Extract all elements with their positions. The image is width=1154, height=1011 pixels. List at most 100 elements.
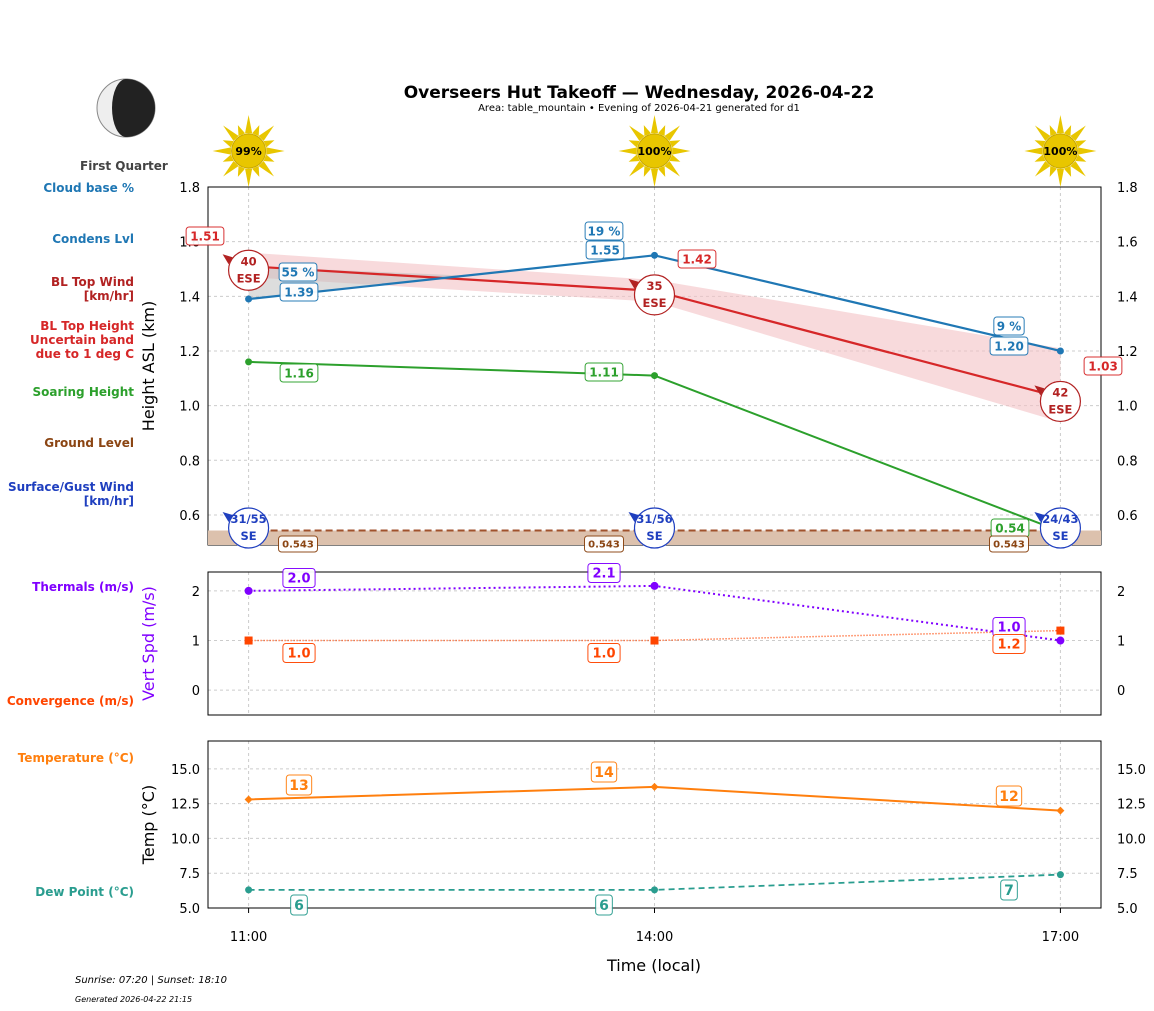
surface-wind-speed: 24/43 — [1042, 512, 1078, 526]
sun-ray — [237, 165, 246, 177]
bl-wind-arrow-icon — [1034, 385, 1045, 396]
surface-wind-arrow-icon — [1034, 512, 1045, 522]
cloud-pct-label-box — [993, 316, 1025, 336]
surface-wind-arrow-icon — [222, 512, 233, 522]
sun-ray — [1063, 125, 1072, 137]
sun-disc — [1042, 133, 1078, 169]
label-cloud-base: Cloud base % — [43, 181, 134, 195]
sun-ray — [223, 125, 239, 142]
y-tick-label-right: 5.0 — [1117, 902, 1138, 917]
bl-top-label-box — [1083, 356, 1123, 376]
sun-ray — [1024, 147, 1043, 155]
y-tick-label-left: 5.0 — [179, 902, 200, 917]
surface-wind-speed: 31/55 — [230, 512, 266, 526]
sun-ray — [1034, 160, 1051, 177]
y-tick-label-right: 0.6 — [1117, 509, 1138, 524]
y-tick-label-left: 0.8 — [179, 454, 200, 469]
temperature-label-box — [590, 761, 618, 783]
label-bl-wind: [km/hr] — [84, 289, 134, 303]
label-bl-wind: BL Top Wind — [51, 275, 134, 289]
sun-ray — [628, 154, 640, 162]
temperature-point — [244, 795, 253, 804]
label-surface-wind: Surface/Gust Wind — [8, 480, 134, 494]
y-tick-label-right: 2 — [1117, 585, 1125, 600]
dew-point-label: 7 — [1004, 883, 1014, 899]
sun-ray — [212, 147, 231, 155]
sun-ray — [263, 140, 275, 148]
sun-ray — [237, 125, 246, 137]
moon-phase-label: First Quarter — [80, 159, 168, 173]
sun-ray — [664, 160, 680, 177]
soaring-label: 1.16 — [284, 366, 314, 380]
y-tick-label-right: 10.0 — [1117, 832, 1146, 847]
sun-ray — [1056, 115, 1064, 134]
y-tick-label-right: 1.2 — [1117, 345, 1138, 360]
bl-top-label-box — [677, 249, 717, 269]
condens-label-box — [585, 240, 625, 260]
sun-ray — [1078, 147, 1097, 155]
ground-label: 0.543 — [993, 540, 1025, 551]
soaring-label: 1.11 — [589, 365, 619, 379]
sun-ray — [643, 125, 652, 137]
sun-ray — [1063, 165, 1072, 177]
convergence-label-box — [282, 643, 316, 663]
label-thermals: Thermals (m/s) — [32, 580, 134, 594]
sun-ray — [672, 147, 691, 155]
y-tick-label-right: 1.6 — [1117, 236, 1138, 251]
convergence-label: 1.2 — [997, 638, 1020, 653]
ground-label-box — [584, 535, 624, 553]
sun-ray — [1034, 140, 1046, 148]
label-condens: Condens Lvl — [52, 232, 134, 246]
bl-top-label: 1.51 — [190, 229, 220, 243]
bl-wind-circle — [633, 274, 676, 316]
cloud-pct-label-box — [584, 221, 624, 241]
sun-icon — [1024, 115, 1097, 187]
sun-ray — [669, 154, 681, 162]
surface-wind-arrow-icon — [628, 512, 639, 522]
surface-wind-circle — [633, 507, 676, 549]
sun-ray — [223, 160, 239, 177]
condens-label-box — [279, 282, 319, 302]
soaring-point — [245, 358, 253, 366]
temperature-label-box — [995, 785, 1023, 807]
convergence-point — [650, 636, 659, 645]
condens-point — [245, 295, 253, 303]
convergence-label: 1.0 — [287, 647, 310, 662]
thermals-label-box — [282, 568, 316, 588]
moon-shadow — [112, 79, 155, 137]
sun-ray — [245, 115, 253, 134]
cloud-pct-label: 9 % — [997, 319, 1022, 333]
convergence-label-box — [992, 634, 1026, 654]
label-temperature: Temperature (°C) — [18, 751, 134, 765]
bl-wind-dir: ESE — [237, 271, 261, 285]
thermals-label: 2.0 — [287, 572, 310, 587]
y-tick-label-right: 0 — [1117, 684, 1125, 699]
surface-wind-circle — [1039, 507, 1082, 549]
sun-ray — [618, 147, 637, 155]
temperature-point — [1056, 806, 1065, 815]
surface-wind-speed: 31/56 — [636, 512, 672, 526]
label-ground: Ground Level — [44, 436, 134, 450]
y-tick-label-left: 12.5 — [171, 798, 200, 813]
temperature-point — [650, 782, 659, 791]
thermals-label: 1.0 — [997, 621, 1020, 636]
y-tick-label-right: 1.0 — [1117, 400, 1138, 415]
dew-point-label-box — [290, 894, 308, 916]
chart-title: Overseers Hut Takeoff — Wednesday, 2026-… — [403, 83, 875, 103]
ground-label: 0.543 — [588, 540, 620, 551]
x-tick-label: 17:00 — [1042, 930, 1079, 945]
soaring-label-box — [279, 363, 319, 383]
thermals-point — [1056, 636, 1065, 645]
convergence-label: 1.0 — [592, 647, 615, 662]
sun-ray — [629, 125, 645, 142]
y-tick-label-left: 1 — [192, 635, 200, 650]
sun-ray — [650, 168, 659, 187]
y-axis-label: Height ASL (km) — [139, 301, 158, 431]
condens-label: 1.20 — [994, 339, 1024, 353]
y-tick-label-left: 1.8 — [179, 181, 200, 196]
soaring-label: 0.54 — [995, 521, 1025, 535]
sun-ray — [657, 125, 666, 137]
sun-ray — [1075, 140, 1087, 148]
sun-ray — [258, 160, 275, 177]
